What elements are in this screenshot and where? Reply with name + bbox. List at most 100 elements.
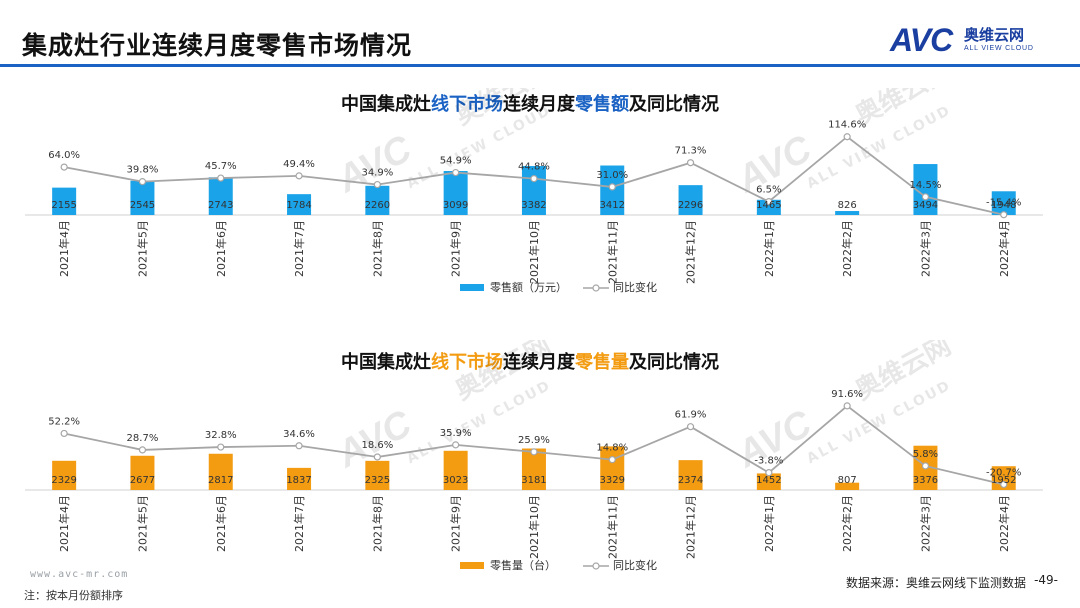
category-label: 2022年3月 [918, 220, 932, 277]
yoy-point [452, 168, 460, 177]
category-label: 2021年5月 [135, 220, 149, 277]
yoy-label: -20.7% [986, 467, 1021, 478]
bar-value-label: 2296 [678, 200, 703, 211]
category-label: 2021年6月 [214, 220, 228, 277]
chart-title-part: 及同比情况 [629, 352, 719, 373]
yoy-point [60, 429, 68, 438]
yoy-point [530, 175, 538, 183]
bar [287, 467, 312, 490]
bar [443, 450, 468, 490]
category-label: 2021年4月 [57, 220, 71, 277]
bar [991, 191, 1016, 215]
category-label: 2021年9月 [449, 495, 463, 552]
chart-title-part: 中国集成灶 [341, 93, 431, 115]
bar-value-label: 3023 [443, 475, 468, 486]
category-label: 2022年3月 [918, 495, 932, 552]
yoy-label: 25.9% [518, 435, 550, 446]
category-label: 2021年6月 [214, 495, 228, 552]
bar-value-label: 3412 [600, 200, 625, 211]
yoy-label: 32.8% [205, 430, 237, 441]
yoy-point [843, 133, 851, 141]
chart-title-part: 线下市场 [431, 93, 503, 115]
legend-line-marker [592, 562, 600, 570]
bar [365, 460, 390, 490]
legend-line-marker [592, 284, 600, 292]
yoy-point [686, 423, 695, 431]
bar-value-label: 2260 [365, 200, 390, 211]
page-number: -49- [1034, 573, 1058, 587]
yoy-label: 49.4% [283, 159, 315, 170]
bar-value-label: 2374 [678, 475, 703, 486]
yoy-point [765, 197, 773, 206]
bar [991, 466, 1016, 490]
legend-bar-swatch [460, 284, 484, 291]
category-label: 2021年4月 [57, 495, 71, 552]
yoy-label: 14.5% [910, 180, 942, 191]
bar-value-label: 2329 [51, 475, 76, 486]
bar-value-label: 1952 [991, 475, 1016, 486]
yoy-label: 52.2% [48, 416, 80, 427]
bar-value-label: 3329 [600, 475, 625, 486]
category-label: 2022年1月 [762, 495, 776, 552]
chart-title: 中国集成灶线下市场连续月度零售额及同比情况 [341, 93, 719, 115]
bar-value-label: 2817 [208, 475, 233, 486]
bar-value-label: 1948 [991, 200, 1016, 211]
yoy-label: -15.4% [986, 198, 1021, 209]
category-label: 2022年4月 [997, 220, 1011, 277]
category-label: 2021年10月 [527, 220, 541, 284]
category-label: 2021年12月 [684, 495, 698, 559]
yoy-point [1000, 211, 1008, 219]
yoy-label: 91.6% [831, 389, 863, 400]
yoy-label: 14.8% [596, 443, 628, 454]
bar [130, 180, 155, 215]
yoy-label: 6.5% [756, 185, 781, 196]
bar-value-label: 2325 [365, 475, 390, 486]
category-label: 2022年4月 [997, 495, 1011, 552]
category-label: 2021年8月 [370, 220, 384, 277]
bar-value-label: 1465 [756, 200, 781, 211]
bar [678, 460, 703, 490]
bar-value-label: 2155 [51, 200, 76, 211]
chart-title: 中国集成灶线下市场连续月度零售量及同比情况 [341, 351, 719, 373]
yoy-label: 28.7% [127, 433, 159, 444]
yoy-point [765, 469, 773, 477]
legend-bar-label: 零售量（台） [490, 558, 556, 572]
bar [208, 177, 233, 215]
yoy-label: 64.0% [48, 150, 80, 161]
bar [52, 460, 77, 490]
chart-title-part: 中国集成灶 [341, 351, 431, 373]
yoy-label: 34.9% [361, 168, 393, 179]
bar-value-label: 2743 [208, 200, 233, 211]
bar [756, 199, 781, 215]
yoy-point [843, 402, 851, 410]
bar-value-label: 2545 [130, 200, 155, 211]
bar-value-label: 3494 [913, 200, 938, 211]
yoy-point [217, 443, 225, 451]
yoy-point [452, 441, 460, 449]
avc-logo: AVC 奥维云网 ALL VIEW CLOUD [890, 20, 1050, 60]
yoy-point [373, 180, 381, 189]
bar [521, 166, 546, 215]
category-label: 2022年1月 [762, 220, 776, 277]
yoy-point [60, 163, 68, 171]
bar [600, 446, 625, 490]
category-label: 2021年11月 [605, 495, 619, 559]
bar-value-label: 1452 [756, 475, 781, 486]
chart-title-part: 线下市场 [431, 351, 503, 373]
category-label: 2021年7月 [292, 495, 306, 552]
yoy-point [686, 159, 695, 167]
bar-value-label: 3181 [521, 475, 546, 486]
bar [208, 453, 233, 490]
bar-value-label: 807 [838, 475, 857, 486]
footer-url: www.avc-mr.com [30, 569, 129, 580]
title-divider [0, 64, 1080, 67]
bar [835, 211, 860, 215]
chart-title-part: 零售额 [574, 93, 629, 115]
yoy-label: 35.9% [440, 428, 472, 439]
category-label: 2021年11月 [605, 220, 619, 284]
yoy-label: 5.8% [913, 449, 938, 460]
category-label: 2021年8月 [370, 495, 384, 552]
yoy-point [373, 453, 381, 461]
legend-line-label: 同比变化 [613, 280, 657, 294]
